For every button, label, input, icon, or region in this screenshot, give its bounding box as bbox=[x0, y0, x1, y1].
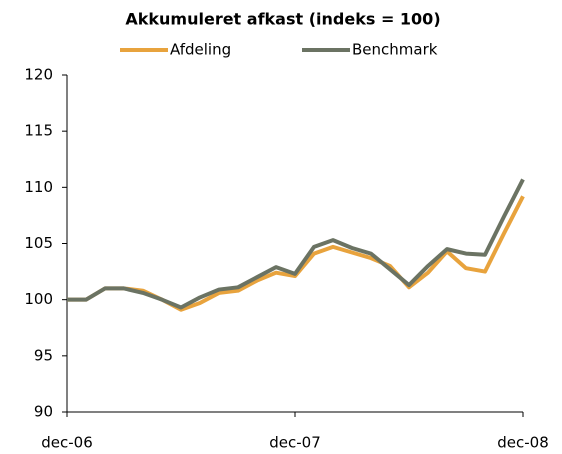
legend-label: Afdeling bbox=[170, 41, 231, 59]
y-tick-label: 95 bbox=[34, 346, 53, 364]
y-tick-label: 115 bbox=[24, 122, 53, 140]
chart-title: Akkumuleret afkast (indeks = 100) bbox=[125, 10, 440, 29]
y-tick-label: 105 bbox=[24, 234, 53, 252]
y-tick-label: 120 bbox=[24, 66, 53, 84]
y-tick-label: 90 bbox=[34, 403, 53, 421]
legend-label: Benchmark bbox=[352, 41, 438, 59]
x-tick-label: dec-07 bbox=[269, 434, 321, 452]
y-tick-label: 110 bbox=[24, 178, 53, 196]
x-tick-label: dec-08 bbox=[497, 434, 549, 452]
x-tick-label: dec-06 bbox=[41, 434, 93, 452]
series-line bbox=[67, 178, 525, 310]
y-tick-label: 100 bbox=[24, 290, 53, 308]
